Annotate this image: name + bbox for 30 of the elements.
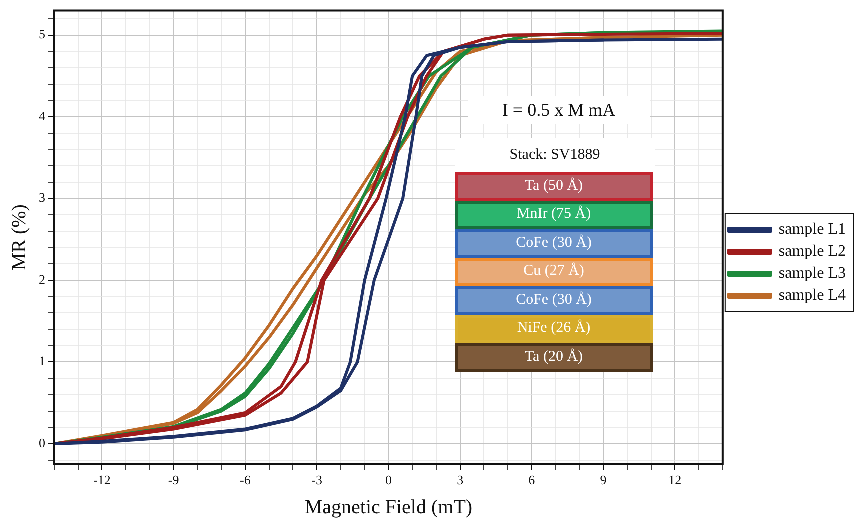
y-tick-label: 1 [39,354,46,369]
y-tick-label: 5 [39,26,46,42]
y-axis-title: MR (%) [8,204,30,271]
x-tick-label: 12 [668,472,682,488]
annotation: Stack: SV1889 [455,138,655,172]
y-tick-label: 3 [39,190,46,206]
legend-label: sample L4 [778,287,846,304]
y-tick-label: 2 [39,272,46,287]
x-tick-label: -6 [240,472,252,488]
legend-label: sample L1 [778,221,846,238]
legend-label: sample L3 [778,265,846,282]
annotation: MnIr (75 Å) [455,200,653,229]
x-tick-label: 3 [457,472,464,488]
x-axis-title: Magnetic Field (mT) [304,496,473,518]
x-tick-label: 9 [600,472,607,488]
x-tick-label: -9 [168,472,180,488]
annotation: CoFe (30 Å) [455,229,653,258]
annotation: I = 0.5 x M mA [468,96,650,124]
y-tick-label: 4 [39,108,46,124]
x-tick-label: 6 [528,472,536,488]
x-tick-label: -12 [94,472,111,488]
annotation: Ta (50 Å) [455,172,653,200]
x-tick-label: -3 [312,472,323,488]
y-tick-label: 0 [39,435,46,450]
annotation: Ta (20 Å) [455,343,653,372]
annotation: CoFe (30 Å) [455,286,653,314]
annotation: NiFe (26 Å) [455,314,653,343]
x-tick-label: 0 [385,472,392,488]
annotation: Cu (27 Å) [455,258,653,286]
legend-label: sample L2 [778,243,846,260]
